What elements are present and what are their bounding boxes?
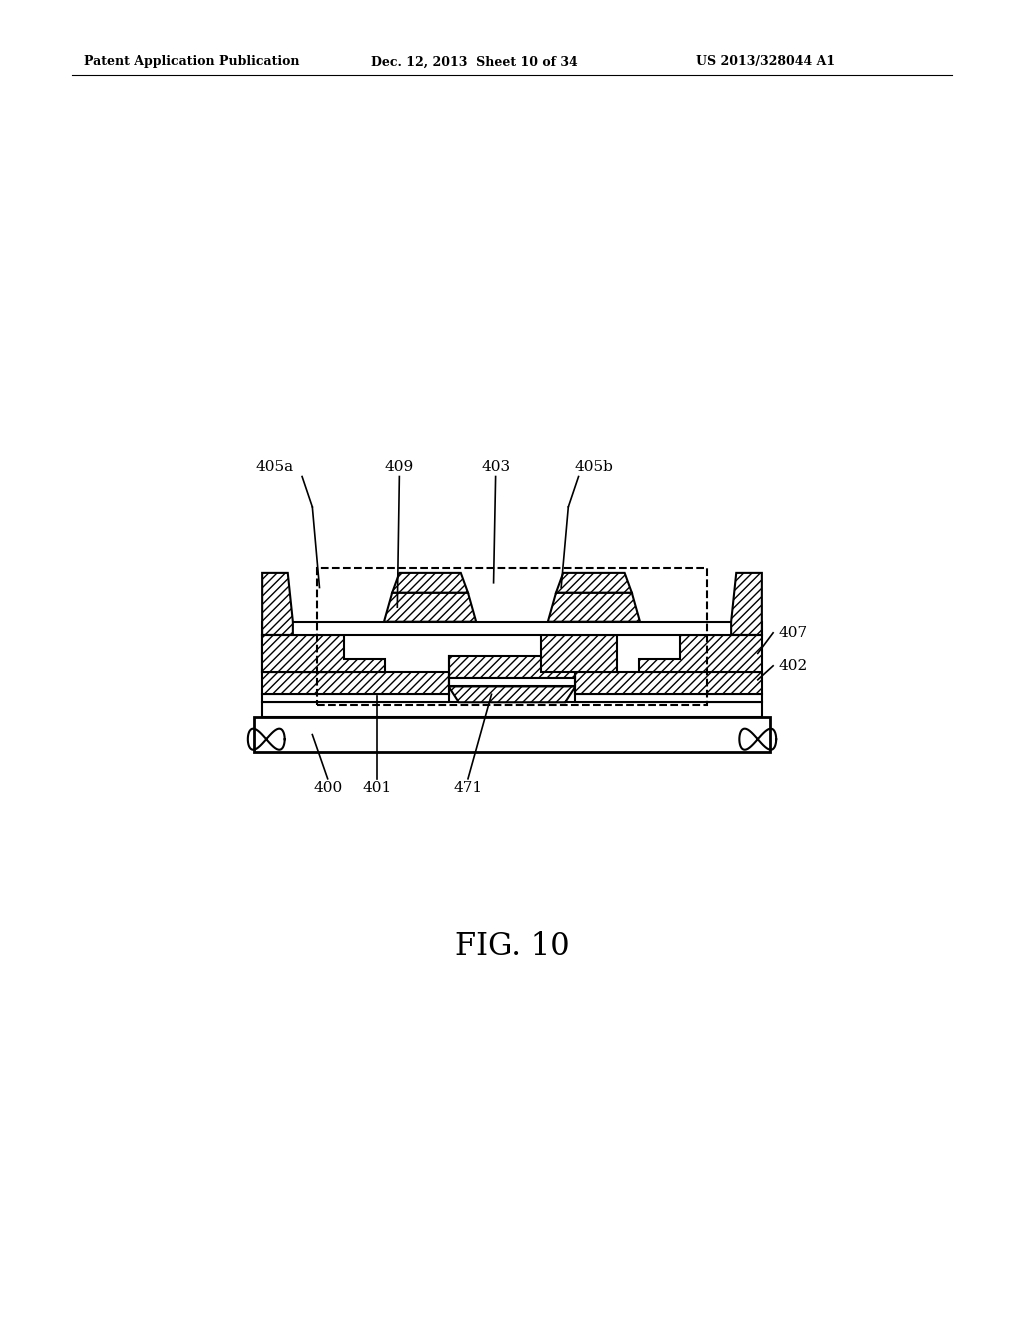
Text: 407: 407 [778, 626, 807, 640]
Polygon shape [731, 573, 762, 635]
Bar [449, 656, 575, 678]
Polygon shape [262, 573, 293, 635]
Text: 401: 401 [362, 781, 391, 796]
Bar [575, 672, 762, 694]
Bar [262, 694, 449, 702]
Text: 402: 402 [778, 659, 808, 673]
Text: Dec. 12, 2013  Sheet 10 of 34: Dec. 12, 2013 Sheet 10 of 34 [371, 55, 578, 69]
Bar [262, 702, 762, 717]
Text: US 2013/328044 A1: US 2013/328044 A1 [696, 55, 836, 69]
Polygon shape [449, 686, 575, 702]
Polygon shape [392, 573, 468, 593]
Bar [262, 672, 449, 694]
Polygon shape [262, 635, 385, 672]
Polygon shape [384, 593, 476, 622]
Bar [541, 635, 617, 672]
Bar [254, 717, 770, 752]
Bar [449, 678, 575, 686]
Text: 405a: 405a [255, 459, 294, 474]
Polygon shape [556, 573, 632, 593]
Text: 400: 400 [313, 781, 342, 796]
Text: 405b: 405b [574, 459, 613, 474]
Bar [317, 568, 707, 705]
Text: Patent Application Publication: Patent Application Publication [84, 55, 299, 69]
Polygon shape [548, 593, 640, 622]
Bar [575, 694, 762, 702]
Bar [262, 622, 762, 635]
Text: 403: 403 [481, 459, 510, 474]
Polygon shape [639, 635, 762, 672]
Text: 409: 409 [385, 459, 414, 474]
Text: 471: 471 [454, 781, 482, 796]
Text: FIG. 10: FIG. 10 [455, 931, 569, 961]
Bar [301, 635, 339, 672]
Bar [262, 635, 339, 672]
